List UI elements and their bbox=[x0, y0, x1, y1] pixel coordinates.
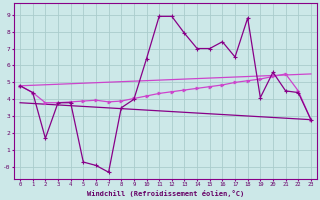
X-axis label: Windchill (Refroidissement éolien,°C): Windchill (Refroidissement éolien,°C) bbox=[87, 190, 244, 197]
